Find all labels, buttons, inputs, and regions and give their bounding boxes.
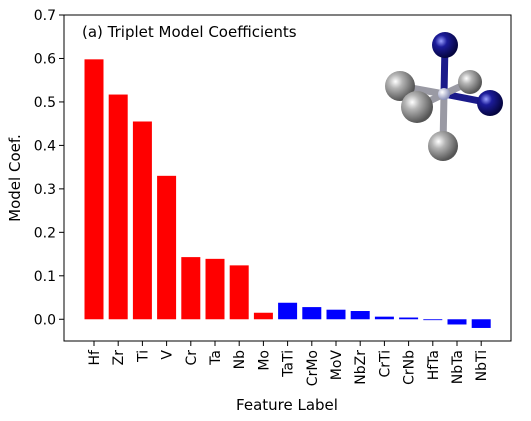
y-axis-label: Model Coef.: [6, 134, 24, 222]
bar-nbzr: [350, 311, 370, 320]
bar-zr: [108, 94, 128, 320]
x-axis-label: Feature Label: [236, 396, 338, 414]
x-tick-label-zr: Zr: [111, 350, 127, 366]
atom-blue-top: [432, 32, 458, 58]
x-tick-label-nbzr: NbZr: [353, 350, 369, 385]
x-tick-label-cr: Cr: [184, 350, 200, 366]
chart-title: (a) Triplet Model Coefficients: [82, 23, 297, 41]
bar-crnb: [399, 317, 419, 320]
atom-center: [438, 88, 450, 100]
bar-nbti: [471, 319, 491, 328]
bar-hf: [84, 59, 104, 320]
bar-hfta: [423, 319, 443, 321]
atom-blue-right: [477, 90, 503, 116]
y-tick-label: 0.0: [34, 312, 56, 328]
molecule-illustration: [385, 32, 503, 161]
x-tick-label-mov: MoV: [329, 350, 345, 381]
bar-tati: [278, 302, 298, 320]
x-tick-label-crmo: CrMo: [305, 350, 321, 386]
bar-nbta: [447, 319, 467, 325]
x-tick-label-tati: TaTi: [281, 350, 297, 378]
bar-v: [157, 175, 177, 320]
y-tick-label: 0.7: [34, 8, 56, 24]
y-tick-label: 0.3: [34, 182, 56, 198]
bar-crti: [374, 316, 394, 320]
bar-cr: [181, 257, 201, 320]
bar-nb: [229, 265, 249, 320]
atom-gray-left: [385, 71, 415, 101]
bar-ti: [132, 121, 152, 320]
x-tick-label-mo: Mo: [256, 350, 272, 371]
atom-gray-bottom: [428, 131, 458, 161]
atom-gray-front: [401, 91, 433, 123]
x-tick-label-nbta: NbTa: [450, 350, 466, 384]
y-tick-label: 0.1: [34, 269, 56, 285]
x-tick-label-ti: Ti: [135, 350, 151, 363]
x-axis-ticks: Hf Zr Ti V Cr Ta Nb Mo TaTi CrMo MoV NbZr CrTi CrNb Hf…: [87, 341, 490, 386]
x-tick-label-crnb: CrNb: [402, 350, 418, 385]
atom-gray-back: [458, 70, 482, 94]
x-tick-label-nbti: NbTi: [474, 350, 490, 381]
bar-crmo: [302, 307, 322, 320]
y-tick-label: 0.6: [34, 51, 56, 67]
bars: [84, 59, 491, 328]
y-tick-label: 0.5: [34, 95, 56, 111]
y-axis-ticks: 0.0 0.1 0.2 0.3 0.4 0.5 0.6 0.7: [34, 8, 64, 328]
x-tick-label-nb: Nb: [232, 350, 248, 369]
bar-mo: [253, 312, 273, 320]
x-tick-label-hf: Hf: [87, 349, 103, 366]
x-tick-label-v: V: [160, 350, 176, 360]
y-tick-label: 0.4: [34, 138, 56, 154]
x-tick-label-hfta: HfTa: [426, 350, 442, 380]
x-tick-label-ta: Ta: [208, 350, 224, 366]
bar-ta: [205, 258, 225, 320]
y-tick-label: 0.2: [34, 225, 56, 241]
bar-mov: [326, 309, 346, 320]
x-tick-label-crti: CrTi: [377, 350, 393, 378]
